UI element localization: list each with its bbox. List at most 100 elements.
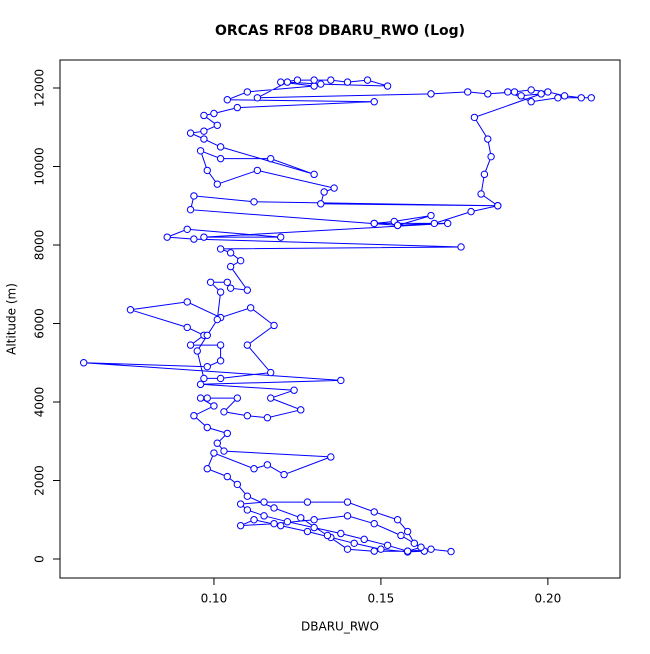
data-point <box>260 512 268 520</box>
data-point <box>243 88 252 96</box>
data-point <box>210 109 218 118</box>
data-point <box>220 447 228 455</box>
data-point <box>250 465 258 473</box>
data-point <box>487 152 495 161</box>
data-point <box>220 408 228 416</box>
data-point <box>223 278 231 286</box>
data-point <box>370 519 378 528</box>
y-tick-label: 6000 <box>33 308 47 339</box>
data-point <box>260 498 268 506</box>
data-point <box>320 188 328 196</box>
data-point <box>243 286 252 294</box>
data-point <box>236 521 245 530</box>
y-tick-label: 0 <box>33 555 47 563</box>
data-point <box>223 429 231 438</box>
data-point <box>337 376 345 385</box>
y-tick-label: 4000 <box>33 387 47 418</box>
y-tick-label: 8000 <box>33 230 47 261</box>
data-point <box>233 394 242 402</box>
data-point <box>343 498 352 506</box>
data-point <box>443 219 452 228</box>
data-point <box>283 78 292 86</box>
data-point <box>280 470 288 479</box>
y-axis-label: Altitude (m) <box>5 283 19 355</box>
data-point <box>587 94 595 102</box>
data-point <box>213 180 221 188</box>
data-point <box>297 514 305 522</box>
data-point <box>183 323 191 332</box>
data-point <box>233 103 242 112</box>
data-point <box>186 341 195 349</box>
data-point <box>517 92 525 100</box>
data-point <box>393 221 402 230</box>
data-point <box>226 284 235 292</box>
data-point <box>477 190 485 198</box>
data-point <box>216 143 225 151</box>
x-tick-label: 0.10 <box>201 592 228 606</box>
data-point <box>544 88 552 96</box>
data-point <box>270 519 278 528</box>
data-point <box>360 535 368 544</box>
data-point <box>203 423 211 432</box>
y-tick-label: 12000 <box>33 69 47 107</box>
data-point <box>223 472 231 481</box>
chart-title: ORCAS RF08 DBARU_RWO (Log) <box>215 23 465 39</box>
data-point <box>393 516 402 524</box>
data-point <box>186 129 195 137</box>
data-point <box>250 516 258 524</box>
data-point <box>246 304 255 312</box>
data-point <box>200 127 208 135</box>
data-point <box>203 166 211 175</box>
data-point <box>283 518 292 526</box>
data-point <box>317 80 325 88</box>
data-point <box>270 504 278 512</box>
data-point <box>226 249 235 257</box>
data-point <box>193 347 201 355</box>
data-point <box>343 512 352 520</box>
data-point <box>277 78 285 86</box>
data-point <box>403 527 412 536</box>
data-point <box>163 233 171 241</box>
data-point <box>233 480 242 489</box>
data-point <box>327 76 335 84</box>
data-point <box>370 508 378 516</box>
data-point <box>253 166 262 175</box>
data-point <box>343 78 352 86</box>
data-point <box>417 543 425 551</box>
plot-frame <box>59 59 621 579</box>
data-point <box>303 498 312 506</box>
data-point <box>427 90 435 98</box>
data-point <box>80 359 88 367</box>
data-point <box>397 531 405 540</box>
y-tick-label: 2000 <box>33 465 47 496</box>
data-point <box>290 386 298 394</box>
data-point <box>377 545 385 553</box>
data-point <box>267 368 275 377</box>
data-point <box>403 547 412 555</box>
data-point <box>537 90 545 98</box>
data-point <box>223 96 231 104</box>
data-point <box>213 121 221 129</box>
data-point <box>200 135 208 143</box>
data-point <box>370 547 378 555</box>
data-point <box>263 413 272 422</box>
data-point <box>183 298 191 306</box>
data-point <box>560 92 569 100</box>
data-point <box>383 541 392 549</box>
data-point <box>527 98 535 106</box>
data-point <box>216 245 225 253</box>
data-point <box>190 412 198 420</box>
data-point <box>263 461 272 469</box>
data-point <box>226 262 235 271</box>
data-point <box>310 76 318 84</box>
data-point <box>203 331 211 339</box>
data-point <box>370 219 378 228</box>
data-point <box>200 233 208 241</box>
data-point <box>243 506 252 514</box>
data-point <box>243 492 252 500</box>
data-point <box>510 88 519 96</box>
data-point <box>484 135 492 143</box>
data-point <box>206 278 215 286</box>
data-point <box>370 98 378 106</box>
data-point <box>323 531 332 540</box>
